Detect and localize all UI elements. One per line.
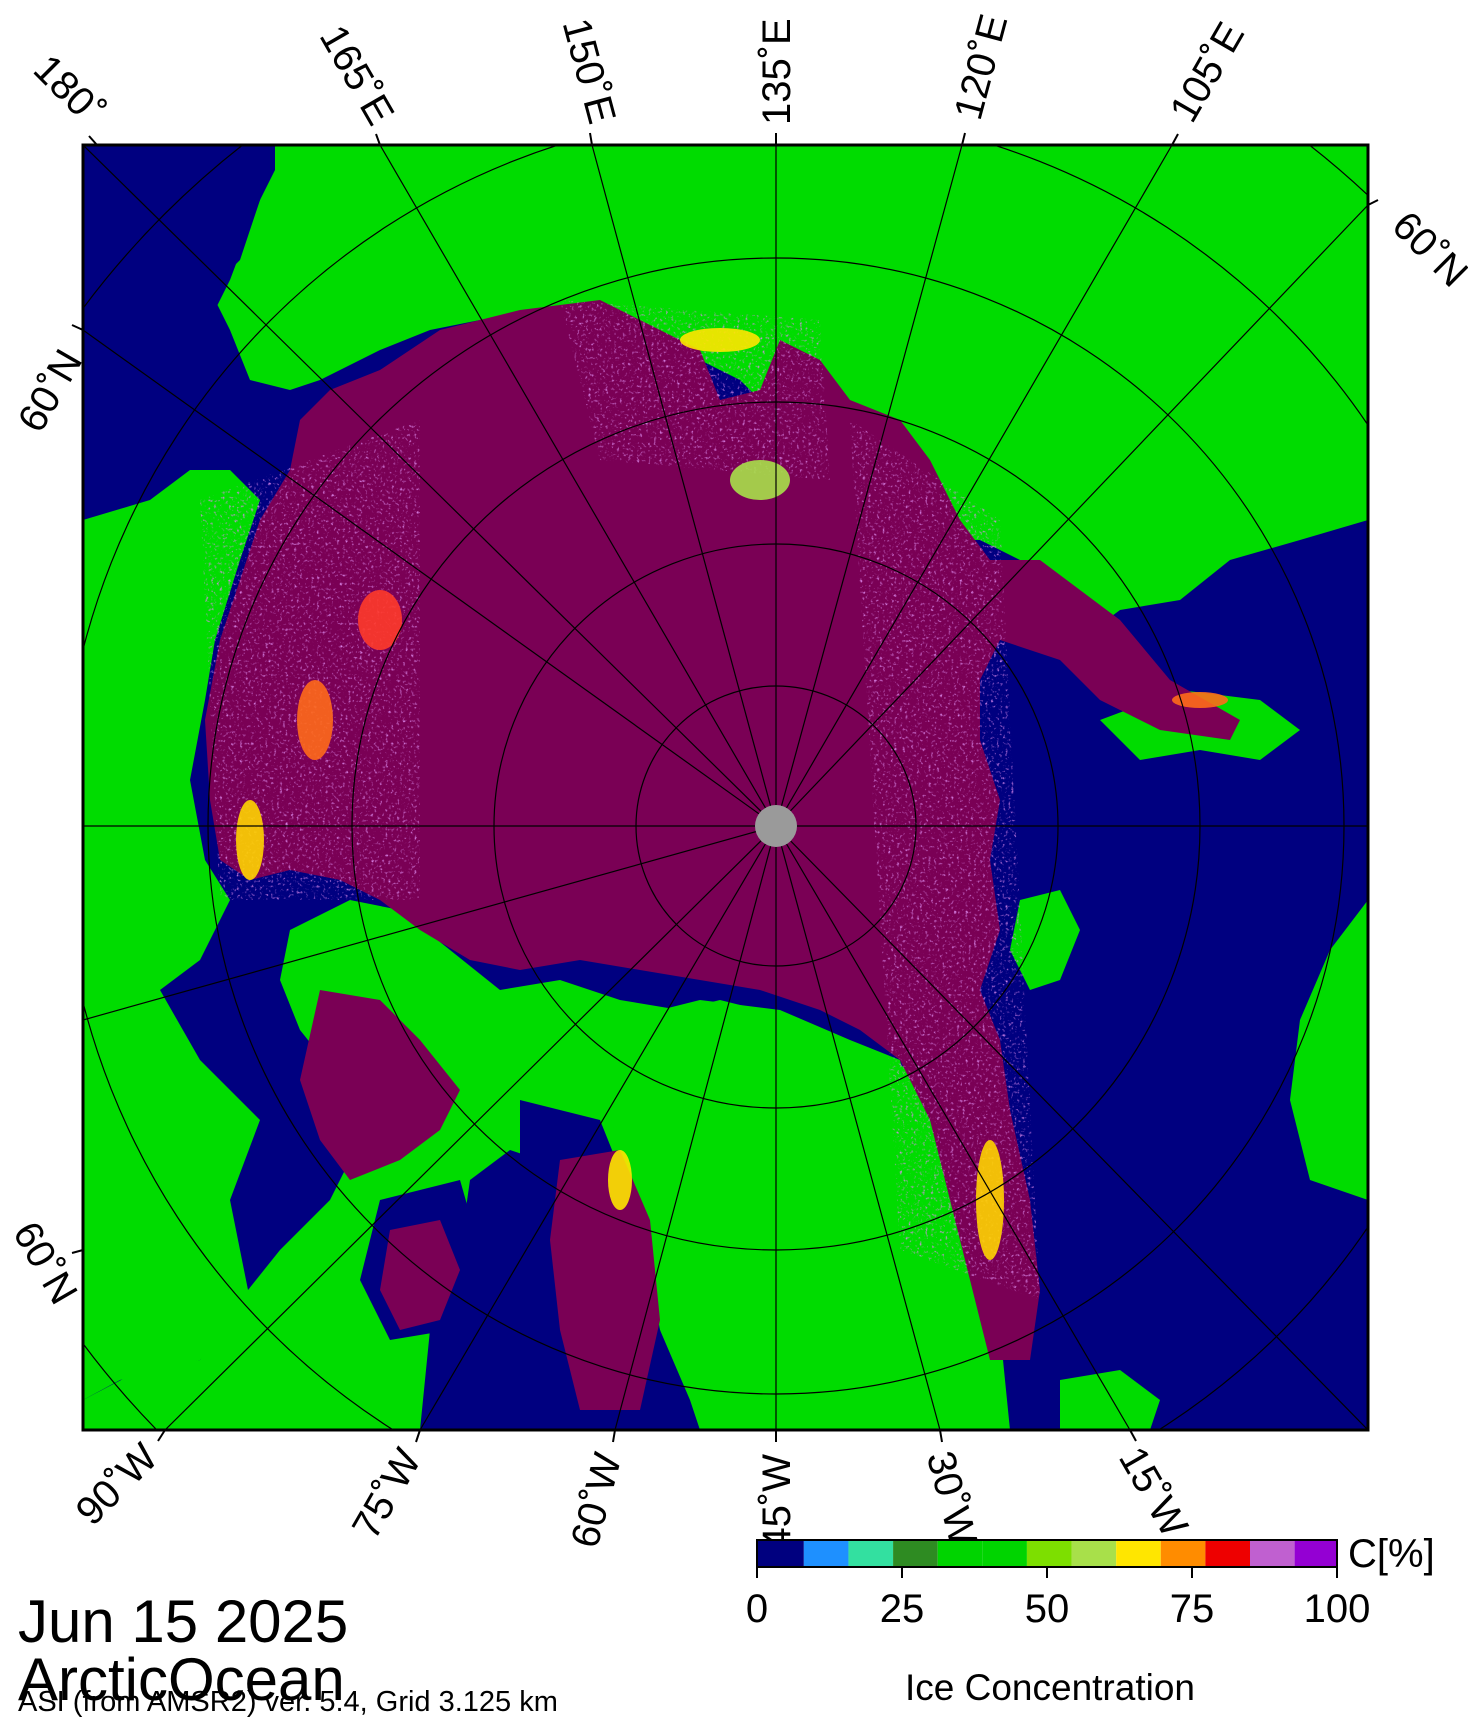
pole-hole (755, 805, 797, 847)
colorbar-swatch (1160, 1540, 1206, 1567)
label-30w: 30˚W (918, 1447, 985, 1551)
label-60n-left-top: 60˚N (10, 342, 91, 439)
colorbar-swatch (1071, 1540, 1117, 1567)
colorbar-tick-labels: 0 25 50 75 100 (746, 1587, 1371, 1631)
label-75w: 75˚W (344, 1441, 430, 1546)
colorbar-swatch (982, 1540, 1027, 1567)
colorbar: 0 25 50 75 100 C[%] Ice Concentration (746, 1532, 1435, 1708)
label-15w: 15˚W (1110, 1440, 1196, 1545)
colorbar-swatch (757, 1540, 804, 1567)
label-135e: 135˚E (755, 18, 799, 125)
colorbar-unit: C[%] (1348, 1532, 1435, 1576)
colorbar-ticks (756, 1567, 1338, 1578)
bering-sea (83, 145, 275, 470)
map-frame (81, 143, 1370, 1432)
colorbar-swatch (1026, 1540, 1072, 1567)
marginal-ice (236, 328, 1228, 1260)
meridian-labels-top: 180˚ 165˚E 150˚E 135˚E 120˚E 105˚E (25, 10, 1253, 135)
label-120e: 120˚E (946, 10, 1016, 125)
colorbar-swatch (848, 1540, 894, 1567)
label-60n-left-bottom: 60˚N (4, 1215, 85, 1312)
baffin-ice (550, 1150, 660, 1410)
channel-ice (300, 990, 460, 1180)
label-150e: 150˚E (554, 14, 624, 129)
colorbar-swatch (1250, 1540, 1295, 1567)
hudson-ice (380, 1220, 460, 1330)
colorbar-swatches (757, 1540, 1337, 1567)
colorbar-swatch (1116, 1540, 1161, 1567)
frame-ticks (71, 132, 1379, 1443)
date-label: Jun 15 2025 (18, 1588, 349, 1655)
colorbar-swatch (893, 1540, 938, 1567)
tick-25: 25 (880, 1587, 925, 1631)
label-180: 180˚ (25, 47, 113, 135)
meridian-labels-bottom: 90˚W 75˚W 60˚W 45˚W 30˚W 15˚W (68, 1435, 1197, 1552)
colorbar-swatch (937, 1540, 983, 1567)
label-60w: 60˚W (563, 1448, 630, 1552)
colorbar-swatch (803, 1540, 849, 1567)
product-label: ASI (from AMSR2) ver. 5.4, Grid 3.125 km (18, 1686, 558, 1718)
label-90w: 90˚W (68, 1435, 167, 1534)
colorbar-swatch (1205, 1540, 1250, 1567)
label-60n-right: 60˚N (1384, 203, 1468, 295)
region-label: ArcticOcean (18, 1646, 345, 1713)
tick-75: 75 (1170, 1587, 1215, 1631)
tick-100: 100 (1304, 1587, 1371, 1631)
colorbar-swatch (1294, 1540, 1337, 1567)
colorbar-title: Ice Concentration (905, 1667, 1195, 1708)
meridians (83, 145, 1368, 1430)
tick-0: 0 (746, 1587, 768, 1631)
tick-50: 50 (1025, 1587, 1070, 1631)
label-45w: 45˚W (755, 1454, 799, 1550)
label-165e: 165˚E (311, 18, 402, 132)
label-105e: 105˚E (1162, 15, 1253, 129)
